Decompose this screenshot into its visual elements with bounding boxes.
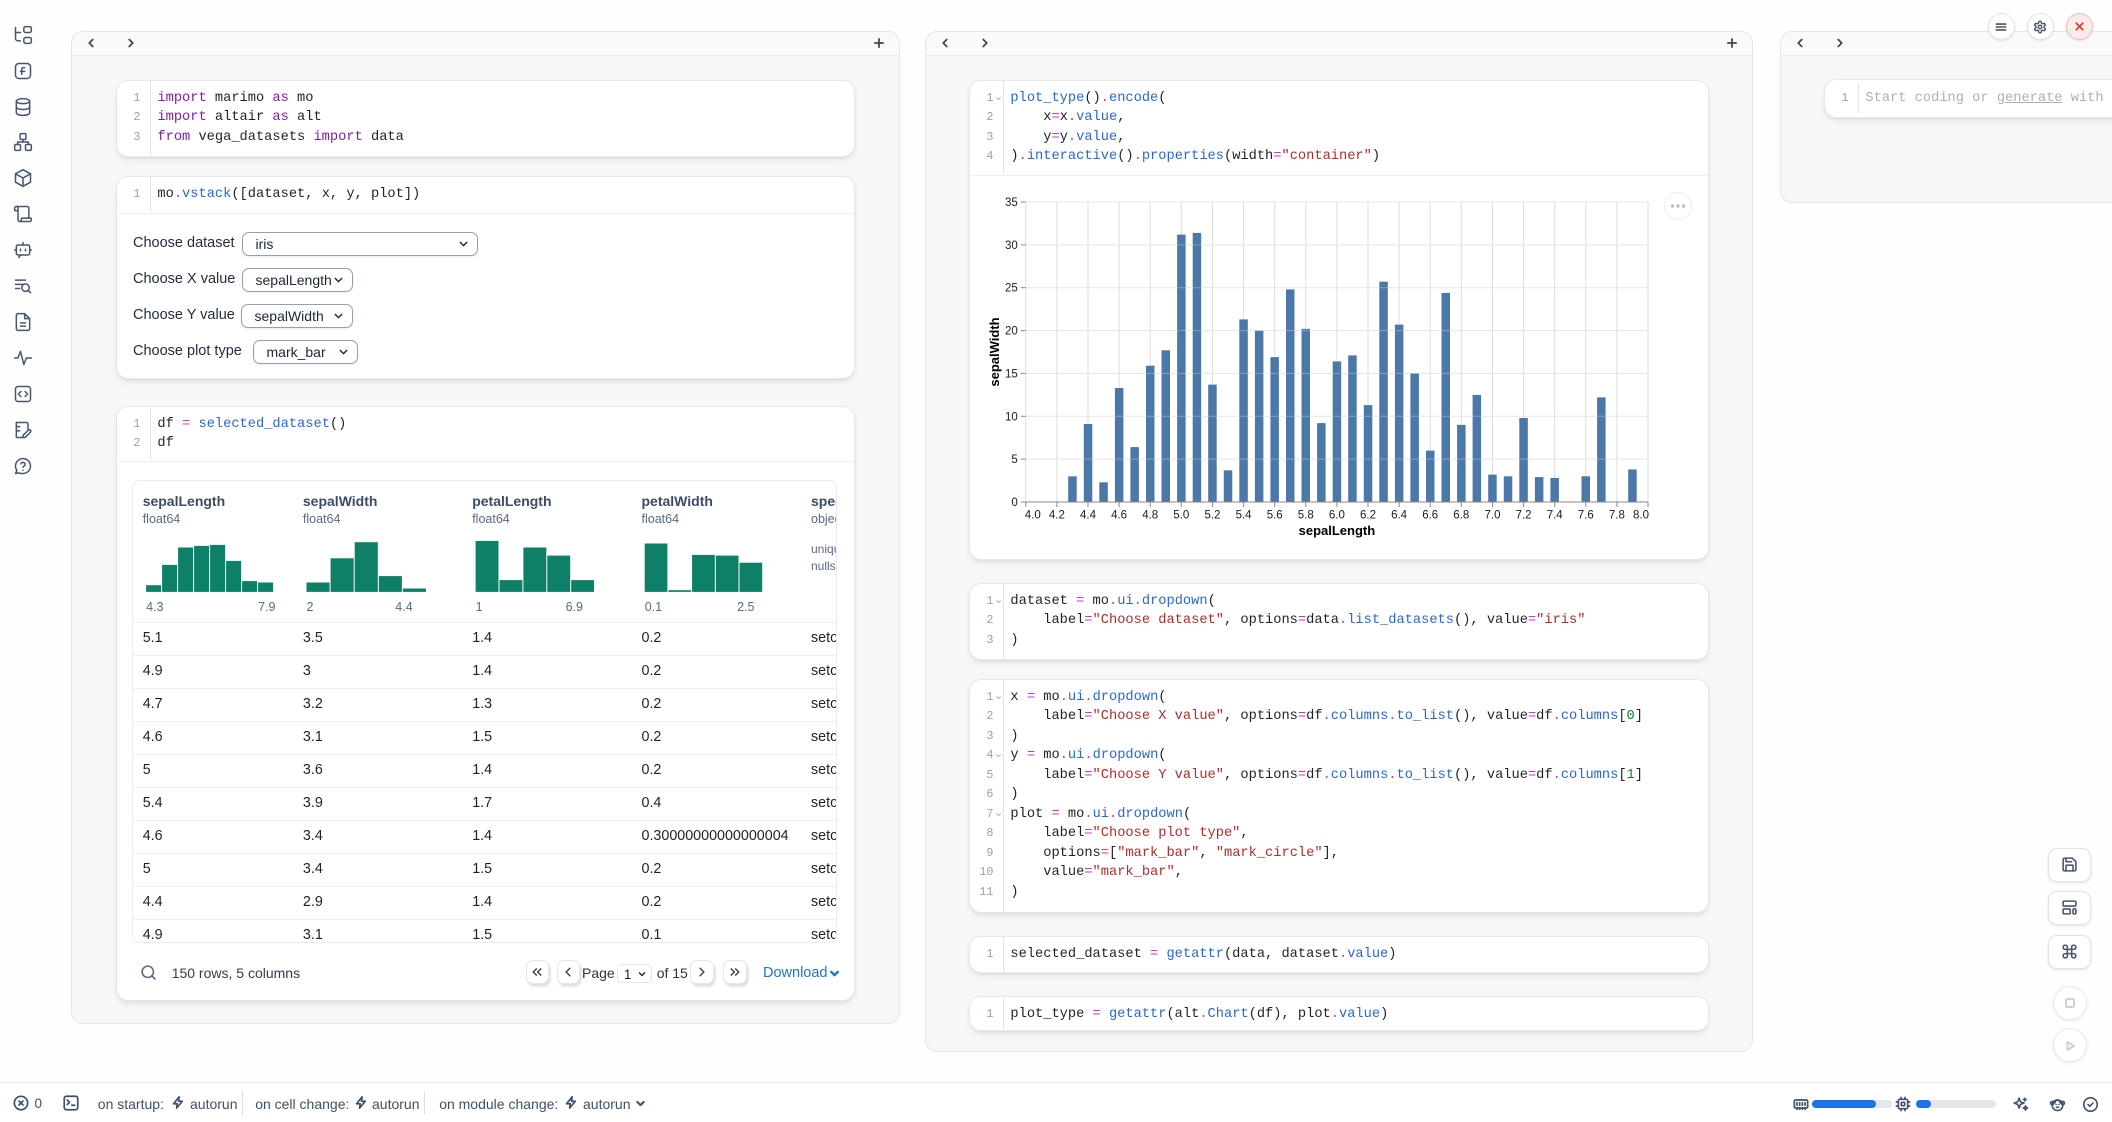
svg-text:5.8: 5.8 (1298, 510, 1314, 522)
svg-text:5.6: 5.6 (1267, 510, 1283, 522)
svg-text:sepalWidth: sepalWidth (987, 317, 1002, 386)
svg-text:4.4: 4.4 (1080, 510, 1097, 522)
svg-text:4.6: 4.6 (1111, 510, 1127, 522)
svg-text:7.8: 7.8 (1609, 510, 1625, 522)
svg-text:15: 15 (1005, 368, 1018, 380)
svg-text:5.2: 5.2 (1205, 510, 1221, 522)
svg-text:6.8: 6.8 (1453, 510, 1469, 522)
svg-text:30: 30 (1005, 240, 1018, 252)
svg-text:sepalLength: sepalLength (1299, 523, 1376, 538)
svg-text:6.6: 6.6 (1422, 510, 1438, 522)
svg-text:8.0: 8.0 (1633, 510, 1649, 522)
svg-text:7.6: 7.6 (1578, 510, 1594, 522)
svg-text:4.2: 4.2 (1049, 510, 1065, 522)
svg-text:4.0: 4.0 (1025, 510, 1041, 522)
svg-text:5.4: 5.4 (1236, 510, 1253, 522)
svg-text:5.0: 5.0 (1173, 510, 1189, 522)
svg-text:6.0: 6.0 (1329, 510, 1345, 522)
svg-text:35: 35 (1005, 197, 1018, 209)
svg-text:7.4: 7.4 (1547, 510, 1564, 522)
svg-text:4.8: 4.8 (1142, 510, 1158, 522)
svg-text:25: 25 (1005, 283, 1018, 295)
svg-text:0: 0 (1011, 497, 1017, 509)
svg-text:7.2: 7.2 (1516, 510, 1532, 522)
svg-text:5: 5 (1011, 454, 1017, 466)
svg-text:20: 20 (1005, 326, 1018, 338)
svg-text:10: 10 (1005, 411, 1018, 423)
svg-text:7.0: 7.0 (1485, 510, 1501, 522)
svg-text:6.2: 6.2 (1360, 510, 1376, 522)
svg-text:6.4: 6.4 (1391, 510, 1408, 522)
